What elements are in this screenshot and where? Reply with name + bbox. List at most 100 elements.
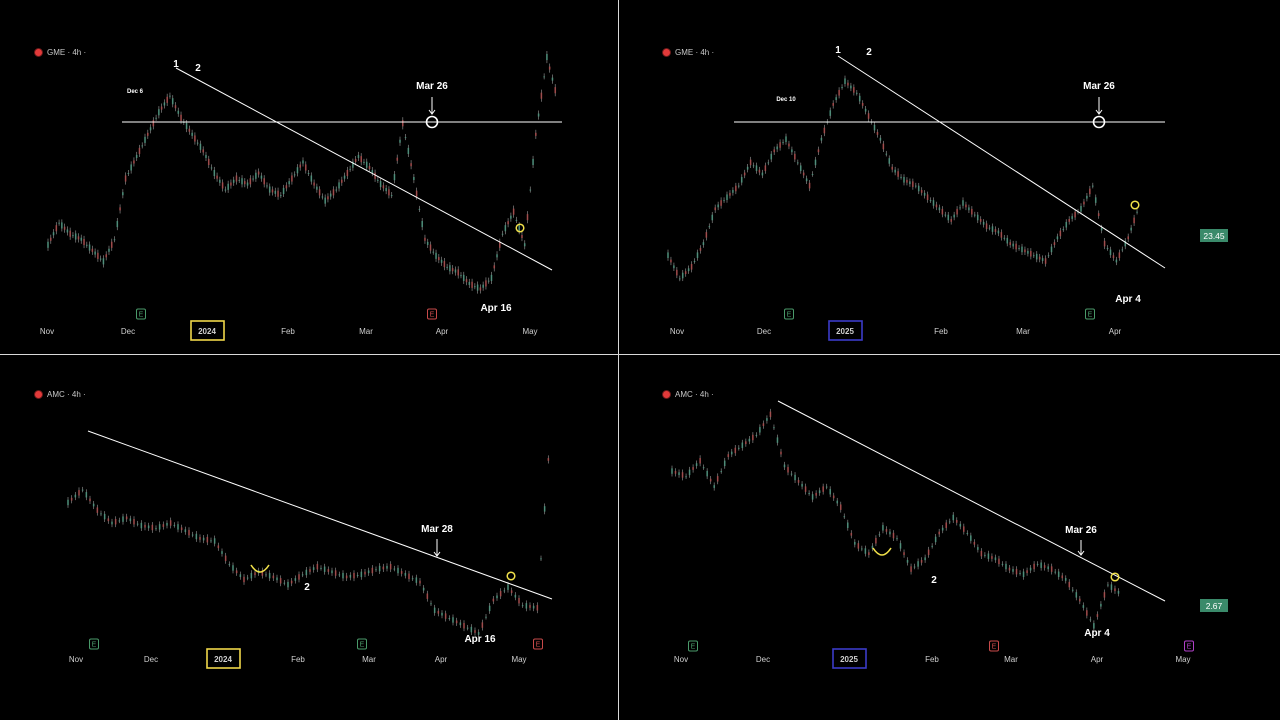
white-circle-marker <box>425 115 439 129</box>
chart-canvas[interactable]: 2 Mar 26 Apr 4 Nov Dec 2025 Feb Mar Apr May E E E 2.6… <box>620 356 1280 720</box>
candle-body <box>871 545 874 549</box>
candle-body <box>856 92 858 94</box>
candle-body <box>290 580 293 584</box>
candle-body <box>122 516 124 522</box>
candle-body <box>313 182 315 186</box>
candle-body <box>477 632 480 635</box>
candle-body <box>368 165 371 170</box>
candle-body <box>321 196 324 198</box>
chart-amc-2024[interactable]: AMC · 4h · 2 Mar 28 Apr 16 Nov Dec 2024 Feb Mar… <box>0 356 618 720</box>
chart-gme-2024[interactable]: GME · 4h · 1 2 Dec 6 Mar 26 Apr 16 Nov Dec 2024… <box>0 0 618 354</box>
candle-body <box>1089 188 1091 195</box>
candle-body <box>360 156 363 163</box>
chart-amc-2025[interactable]: AMC · 4h · 2 Mar 26 Apr 4 Nov Dec 2025 Feb Mar A… <box>620 356 1280 720</box>
candle-body <box>536 605 539 611</box>
candle-body <box>702 242 705 245</box>
candle-body <box>86 244 88 246</box>
candle-body <box>938 207 941 211</box>
candle-body <box>770 153 773 160</box>
yellow-circle-marker <box>515 223 525 233</box>
candle-body <box>953 214 955 218</box>
candle-body <box>499 590 502 597</box>
candle-body <box>882 143 885 150</box>
candle-body <box>723 200 725 202</box>
candle-body <box>997 230 1000 234</box>
candle-body <box>70 497 73 501</box>
candle-body <box>864 548 867 554</box>
candle-body <box>713 485 715 488</box>
candle-body <box>931 545 933 547</box>
candle-body <box>138 147 141 154</box>
candle-body <box>92 503 95 507</box>
symbol-legend[interactable]: GME · 4h · <box>662 48 714 57</box>
candle-body <box>1038 256 1041 260</box>
candle-body <box>944 214 947 216</box>
x-axis-tick-label: Mar <box>1004 655 1018 664</box>
earnings-icon-label: E <box>430 312 435 319</box>
pane-divider-vertical[interactable] <box>618 0 619 720</box>
symbol-legend[interactable]: AMC · 4h · <box>34 390 86 399</box>
candle-body <box>374 172 376 179</box>
candle-body <box>749 159 752 166</box>
candle-body <box>72 235 74 237</box>
candle-body <box>180 527 183 531</box>
earnings-icon-label: E <box>536 642 541 649</box>
smile-pattern-marker <box>250 564 270 573</box>
candle-body <box>998 558 1000 565</box>
candle-body <box>1112 255 1115 259</box>
last-price-badge <box>1200 229 1228 242</box>
candle-body <box>1080 206 1082 212</box>
candle-body <box>699 458 701 464</box>
candle-body <box>125 516 128 520</box>
candle-body <box>155 528 157 530</box>
candle-body <box>335 189 338 191</box>
candle-body <box>1117 590 1120 594</box>
symbol-legend[interactable]: GME · 4h · <box>34 48 86 57</box>
candle-body <box>493 265 496 269</box>
chart-canvas[interactable]: 2 Mar 28 Apr 16 Nov Dec 2024 Feb Mar Apr May E E E <box>0 356 618 720</box>
candle-body <box>952 514 955 521</box>
chart-gme-2025[interactable]: GME · 4h · 1 2 Dec 10 Mar 26 Apr 4 Nov Dec 2025… <box>620 0 1280 354</box>
candle-body <box>52 232 55 236</box>
candle-body <box>759 427 761 433</box>
annotation-label: Apr 4 <box>1084 628 1110 639</box>
candle-body <box>438 257 440 261</box>
candle-body <box>720 471 723 473</box>
candle-body <box>861 548 863 550</box>
candle-body <box>540 558 542 560</box>
candle-body <box>232 179 235 183</box>
candle-body <box>917 561 919 567</box>
candle-body <box>400 571 403 574</box>
candle-body <box>1082 605 1085 608</box>
candle-body <box>390 195 393 197</box>
candle-body <box>135 154 138 158</box>
candle-body <box>429 244 432 251</box>
candle-body <box>444 613 447 619</box>
candle-body <box>163 102 166 106</box>
candle-body <box>80 237 83 241</box>
candle-body <box>206 536 209 543</box>
x-axis-tick-label: Dec <box>756 655 770 664</box>
candle-body <box>260 175 263 179</box>
candle-body <box>885 529 888 532</box>
candle-body <box>91 248 94 252</box>
candle-body <box>241 178 243 185</box>
candle-body <box>1043 565 1046 568</box>
candle-body <box>329 193 332 197</box>
candle-body <box>867 113 870 119</box>
chart-canvas[interactable]: 1 2 Dec 6 Mar 26 Apr 16 Nov Dec 2024 Feb Mar Apr Ma… <box>0 0 618 354</box>
candle-body <box>88 244 91 251</box>
pane-divider-horizontal[interactable] <box>0 354 1280 355</box>
candle-body <box>272 575 275 579</box>
chart-canvas[interactable]: 1 2 Dec 10 Mar 26 Apr 4 Nov Dec 2025 Feb Mar Apr E E… <box>620 0 1280 354</box>
candle-body <box>482 284 484 288</box>
candle-body <box>1100 603 1102 607</box>
candle-body <box>174 105 177 109</box>
candle-body <box>364 571 366 575</box>
candle-body <box>277 190 279 197</box>
year-highlight-box <box>190 320 225 341</box>
candle-body <box>408 573 410 580</box>
candle-body <box>1103 592 1106 598</box>
symbol-legend[interactable]: AMC · 4h · <box>662 390 714 399</box>
candle-body <box>83 238 85 246</box>
